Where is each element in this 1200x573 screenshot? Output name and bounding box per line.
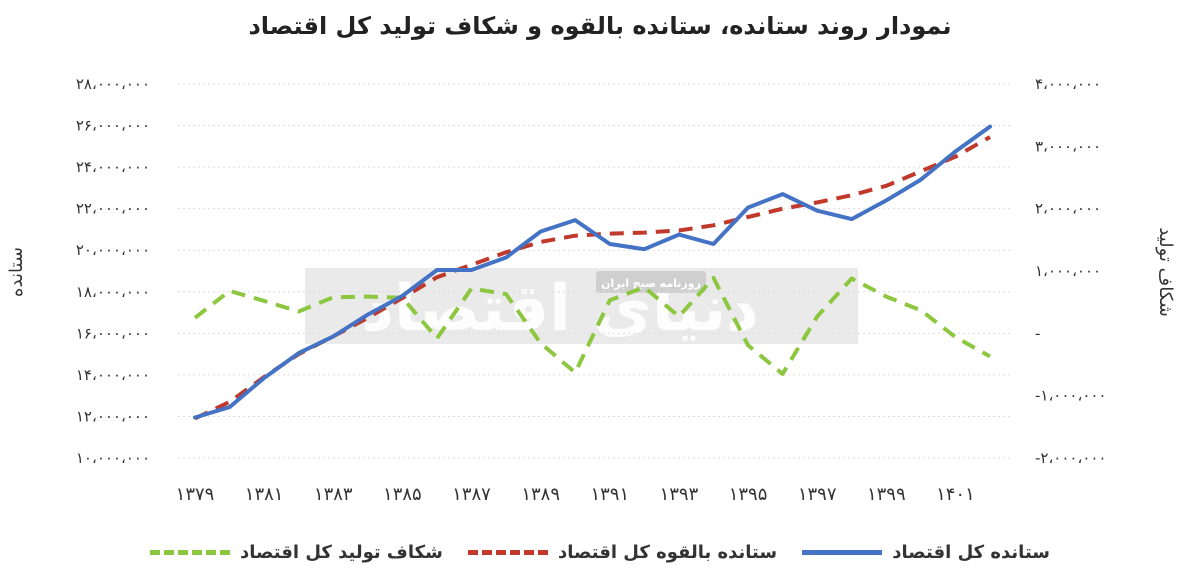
y-tick-left: ۲۰،۰۰۰،۰۰۰ — [76, 241, 150, 259]
x-tick: ۱۳۹۳ — [660, 484, 699, 505]
y-tick-left: ۱۰،۰۰۰،۰۰۰ — [76, 449, 150, 467]
y-tick-right: -۲،۰۰۰،۰۰۰ — [1035, 449, 1107, 467]
legend-label-output: ستانده کل اقتصاد — [892, 541, 1050, 563]
watermark-subtitle: روزنامه صبح ایران — [601, 277, 701, 290]
y-tick-left: ۲۸،۰۰۰،۰۰۰ — [76, 75, 150, 93]
y-tick-left: ۱۸،۰۰۰،۰۰۰ — [76, 283, 150, 301]
x-tick: ۱۳۹۹ — [867, 484, 906, 505]
y-tick-left: ۲۶،۰۰۰،۰۰۰ — [76, 117, 150, 135]
y-axis-label-left: ستانده — [6, 247, 27, 297]
y-tick-left: ۱۶،۰۰۰،۰۰۰ — [76, 324, 150, 342]
legend-item-output: ستانده کل اقتصاد — [802, 542, 1050, 563]
series-line-1 — [194, 135, 991, 421]
y-tick-left: ۲۴،۰۰۰،۰۰۰ — [76, 158, 150, 176]
series-line-0 — [193, 124, 992, 420]
y-tick-right: ۱،۰۰۰،۰۰۰ — [1035, 262, 1101, 280]
series-line-2 — [193, 275, 991, 376]
legend-swatch-potential-output — [467, 549, 548, 555]
legend-label-potential-output: ستانده بالقوه کل اقتصاد — [557, 541, 778, 563]
x-tick: ۱۳۸۷ — [452, 484, 491, 505]
x-tick: ۱۴۰۱ — [936, 484, 975, 505]
legend-item-potential-output: ستانده بالقوه کل اقتصاد — [467, 541, 778, 563]
x-tick: ۱۳۸۱ — [245, 484, 284, 505]
y-tick-right: ۳،۰۰۰،۰۰۰ — [1035, 137, 1101, 155]
x-tick: ۱۳۹۵ — [729, 484, 768, 505]
x-tick: ۱۳۸۳ — [314, 484, 353, 505]
x-tick: ۱۳۹۷ — [798, 484, 837, 505]
legend-label-output-gap: شکاف تولید کل اقتصاد — [240, 541, 443, 563]
y-tick-right: ۲،۰۰۰،۰۰۰ — [1035, 200, 1101, 218]
chart-title: نمودار روند ستانده، ستانده بالقوه و شکاف… — [248, 12, 952, 40]
x-tick: ۱۳۸۹ — [521, 484, 560, 505]
watermark: دنیای اقتصاد روزنامه صبح ایران — [305, 268, 858, 346]
legend: ستانده کل اقتصاد ستانده بالقوه کل اقتصاد… — [150, 537, 1050, 567]
y-tick-right: - — [1035, 324, 1040, 342]
y-tick-left: ۱۴،۰۰۰،۰۰۰ — [76, 366, 150, 384]
legend-swatch-output — [802, 549, 883, 555]
x-tick: ۱۳۸۵ — [383, 484, 422, 505]
x-tick: ۱۳۹۱ — [590, 484, 629, 505]
legend-swatch-output-gap — [150, 549, 231, 555]
y-tick-left: ۲۲،۰۰۰،۰۰۰ — [76, 200, 150, 218]
legend-item-output-gap: شکاف تولید کل اقتصاد — [150, 542, 443, 563]
x-tick: ۱۳۷۹ — [176, 484, 215, 505]
y-tick-right: ۴،۰۰۰،۰۰۰ — [1035, 75, 1101, 93]
y-tick-left: ۱۲،۰۰۰،۰۰۰ — [76, 407, 150, 425]
y-tick-right: -۱،۰۰۰،۰۰۰ — [1035, 387, 1107, 405]
y-axis-label-right: شکاف تولید — [1155, 227, 1176, 317]
